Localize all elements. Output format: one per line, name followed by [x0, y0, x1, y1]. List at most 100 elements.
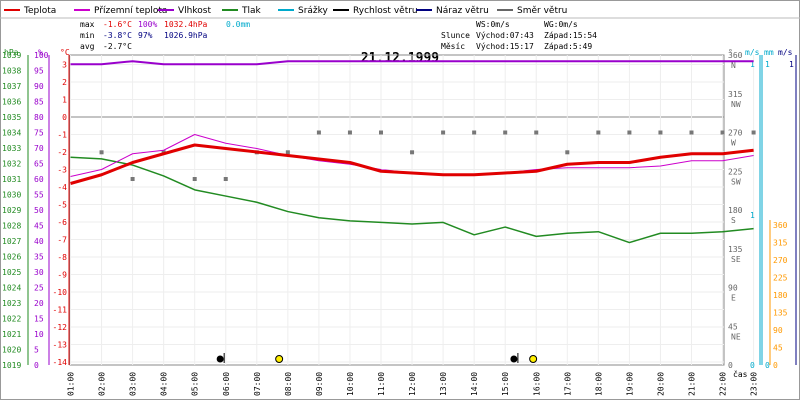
x-tick-04:00: 04:00	[160, 372, 169, 396]
x-tick-08:00: 08:00	[284, 372, 293, 396]
sun-set: Západ:15:54	[544, 31, 597, 40]
pressure-tick-1031: 1031	[2, 175, 21, 184]
wind-dir-point-3	[192, 177, 197, 181]
x-tick-05:00: 05:00	[191, 372, 200, 396]
pressure-tick-1026: 1026	[2, 253, 21, 262]
wind-dir-point-4	[223, 177, 228, 181]
wind-dir-point-17	[627, 130, 632, 135]
sun-rise: Východ:07:43	[476, 31, 534, 40]
humidity-tick-50: 50	[34, 206, 44, 215]
x-tick-01:00: 01:00	[67, 372, 76, 396]
wind-speed-info: WS:0m/s	[476, 20, 510, 29]
pressure-tick-1032: 1032	[2, 160, 21, 169]
x-tick-12:00: 12:00	[408, 372, 417, 396]
direction-label-NE: NE	[731, 332, 741, 341]
x-axis-label: čas	[733, 369, 748, 379]
stat-max-hum: 100%	[138, 20, 157, 29]
pressure-tick-1035: 1035	[2, 113, 21, 122]
legend-label-3: Tlak	[241, 6, 262, 16]
gust-tick-top: 1	[789, 60, 794, 69]
sun-label: Slunce	[441, 31, 470, 40]
wind-dir-point-20	[720, 130, 725, 135]
x-tick-11:00: 11:00	[377, 372, 386, 396]
x-tick-09:00: 09:00	[315, 372, 324, 396]
legend-label-1: Přízemní teplota	[94, 6, 167, 16]
legend-label-4: Srážky	[298, 6, 329, 16]
temperature-axis-unit: °C	[60, 48, 70, 57]
gust-axis-unit: m/s	[778, 48, 793, 57]
stat-min-temp: -3.8°C	[103, 31, 132, 40]
pressure-tick-1027: 1027	[2, 237, 21, 246]
gust-dir-tick-225: 225	[773, 274, 788, 283]
x-tick-15:00: 15:00	[501, 372, 510, 396]
temperature-tick--14: -14	[53, 358, 68, 367]
temperature-tick--8: -8	[57, 253, 67, 262]
wind-dir-point-7	[316, 130, 321, 135]
pressure-tick-1022: 1022	[2, 315, 21, 324]
temperature-tick--1: -1	[57, 131, 67, 140]
sun-moon-panel: WS:0m/s WG:0m/s Slunce Východ:07:43 Zápa…	[441, 20, 597, 51]
stat-avg-label: avg	[80, 42, 95, 51]
temperature-tick--10: -10	[53, 288, 68, 297]
humidity-tick-0: 0	[34, 361, 39, 370]
x-tick-03:00: 03:00	[129, 372, 138, 396]
temperature-tick--4: -4	[57, 183, 67, 192]
direction-label-SE: SE	[731, 255, 741, 264]
pressure-axis-unit: hPa	[4, 48, 19, 57]
wind-dir-point-13	[503, 130, 508, 135]
pressure-tick-1020: 1020	[2, 346, 21, 355]
temperature-tick--3: -3	[57, 166, 67, 175]
stats-panel: max -1.6°C 100% 1032.4hPa 0.0mm min -3.8…	[80, 20, 250, 51]
temperature-tick--7: -7	[57, 236, 67, 245]
direction-tick-180: 180	[728, 206, 743, 215]
wind-speed-axis-unit: m/s	[745, 48, 760, 57]
rain-tick-bottom: 0	[765, 361, 770, 370]
legend-label-0: Teplota	[23, 6, 56, 16]
temperature-tick-3: 3	[62, 61, 67, 70]
temperature-tick--6: -6	[57, 218, 67, 227]
moon-set-icon	[216, 355, 224, 363]
wind-dir-point-9	[379, 130, 383, 135]
direction-tick-90: 90	[728, 284, 738, 293]
temperature-tick-1: 1	[62, 96, 67, 105]
stat-min-press: 1026.9hPa	[164, 31, 208, 40]
legend-label-7: Směr větru	[517, 6, 567, 16]
direction-tick-0: 0	[728, 361, 733, 370]
moon-set: Západ:5:49	[544, 42, 592, 51]
rain-tick-top: 1	[765, 60, 770, 69]
stat-max-press: 1032.4hPa	[164, 20, 208, 29]
humidity-tick-35: 35	[34, 253, 44, 262]
pressure-tick-1025: 1025	[2, 268, 21, 277]
temperature-series-line	[70, 143, 754, 185]
stat-min-label: min	[80, 31, 95, 40]
moon-rise: Východ:15:17	[476, 42, 534, 51]
wind-dir-point-1	[130, 177, 135, 181]
direction-tick-135: 135	[728, 245, 743, 254]
direction-label-S: S	[731, 216, 736, 225]
temperature-tick-2: 2	[62, 78, 67, 87]
pressure-tick-1037: 1037	[2, 82, 21, 91]
wind-dir-point-0	[99, 150, 104, 155]
axes: hPa1039103810371036103510341033103210311…	[2, 48, 797, 396]
humidity-tick-10: 10	[34, 330, 44, 339]
humidity-tick-80: 80	[34, 113, 44, 122]
gust-dir-tick-315: 315	[773, 239, 788, 248]
humidity-tick-95: 95	[34, 67, 44, 76]
legend-label-5: Rychlost větru	[353, 6, 418, 16]
gust-dir-tick-90: 90	[773, 326, 783, 335]
legend: Teplota Přízemní teplota Vlhkost Tlak Srážky…	[0, 6, 800, 19]
x-tick-21:00: 21:00	[688, 372, 697, 396]
pressure-tick-1038: 1038	[2, 67, 21, 76]
humidity-tick-15: 15	[34, 315, 44, 324]
temperature-tick--9: -9	[57, 271, 67, 280]
stat-avg-temp: -2.7°C	[103, 42, 132, 51]
gust-dir-tick-180: 180	[773, 291, 788, 300]
temperature-tick--2: -2	[57, 148, 67, 157]
x-tick-18:00: 18:00	[594, 372, 603, 396]
humidity-tick-5: 5	[34, 346, 39, 355]
x-tick-06:00: 06:00	[222, 372, 231, 396]
moon-label: Měsíc	[441, 42, 465, 51]
pressure-tick-1019: 1019	[2, 361, 21, 370]
